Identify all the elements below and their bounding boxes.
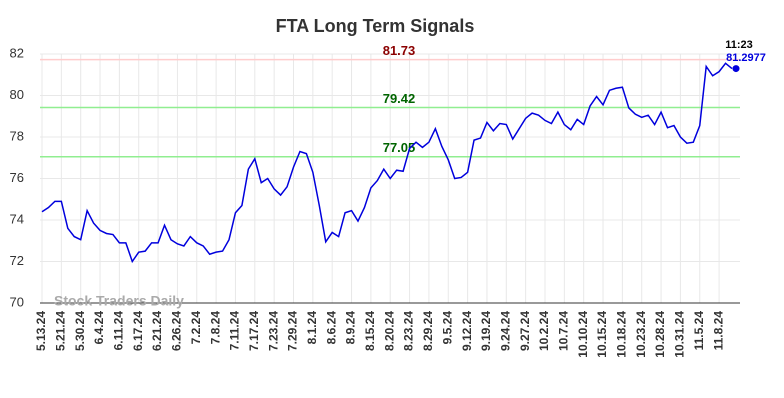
x-tick-label: 10.15.24 [595,311,609,358]
x-tick-label: 6.17.24 [131,311,145,351]
last-time: 11:23 [725,39,753,51]
x-tick-label: 5.21.24 [54,311,68,351]
x-tick-label: 9.5.24 [440,311,454,345]
x-tick-label: 9.24.24 [498,311,512,351]
y-tick-label: 80 [10,87,24,102]
x-tick-label: 11.5.24 [692,311,706,351]
x-tick-label: 8.20.24 [382,311,396,351]
signal-label: 81.73 [383,43,416,58]
signal-label: 79.42 [383,91,416,106]
x-tick-label: 10.28.24 [653,311,667,358]
x-tick-label: 7.17.24 [247,311,261,351]
chart-title: FTA Long Term Signals [276,16,475,36]
x-tick-label: 7.8.24 [208,311,222,345]
y-tick-label: 70 [10,294,24,309]
x-tick-label: 6.4.24 [92,311,106,345]
last-point [732,65,740,73]
x-tick-label: 8.29.24 [421,311,435,351]
y-tick-label: 78 [10,128,24,143]
y-tick-label: 74 [10,211,24,226]
x-tick-label: 7.23.24 [266,311,280,351]
x-tick-label: 9.19.24 [479,311,493,351]
y-tick-label: 76 [10,170,24,185]
signal-label: 77.05 [383,140,416,155]
x-tick-label: 6.26.24 [170,311,184,351]
x-tick-label: 9.27.24 [518,311,532,351]
y-tick-label: 72 [10,253,24,268]
x-tick-label: 8.6.24 [324,311,338,345]
x-tick-label: 10.23.24 [634,311,648,358]
x-tick-label: 10.7.24 [557,311,571,351]
x-tick-label: 6.21.24 [150,311,164,351]
x-tick-label: 7.2.24 [189,311,203,345]
x-tick-label: 10.31.24 [673,311,687,358]
x-tick-label: 9.12.24 [460,311,474,351]
x-tick-label: 8.9.24 [344,311,358,345]
x-tick-label: 8.1.24 [305,311,319,345]
x-tick-label: 8.15.24 [363,311,377,351]
x-tick-label: 7.29.24 [286,311,300,351]
x-tick-label: 10.10.24 [576,311,590,358]
price-line [41,62,733,264]
x-tick-label: 10.18.24 [615,311,629,358]
x-tick-label: 6.11.24 [112,311,126,351]
x-tick-label: 7.11.24 [228,311,242,351]
watermark: Stock Traders Daily [54,293,184,309]
x-tick-label: 5.30.24 [73,311,87,351]
y-tick-label: 82 [10,45,24,60]
x-tick-label: 10.2.24 [537,311,551,351]
last-value: 81.2977 [726,52,766,64]
x-tick-label: 8.23.24 [402,311,416,351]
x-tick-label: 5.13.24 [34,311,48,351]
x-tick-label: 11.8.24 [711,311,725,351]
